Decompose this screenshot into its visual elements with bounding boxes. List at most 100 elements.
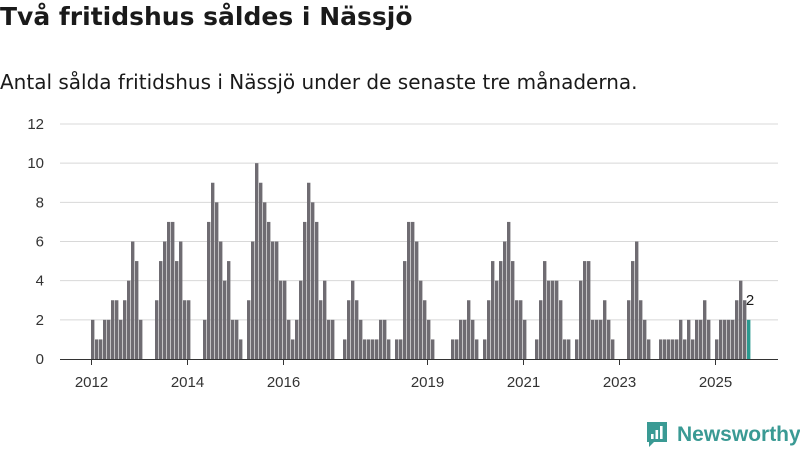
bar <box>715 339 719 359</box>
bar <box>675 339 679 359</box>
bar <box>351 280 355 359</box>
bar <box>587 261 591 359</box>
y-tick-label: 6 <box>36 234 44 251</box>
bar <box>535 339 539 359</box>
bar <box>639 300 643 359</box>
bar <box>707 319 711 359</box>
bar <box>91 319 95 359</box>
bar <box>223 280 227 359</box>
bar <box>283 280 287 359</box>
chart-subtitle: Antal sålda fritidshus i Nässjö under de… <box>0 70 638 94</box>
bar <box>431 339 435 359</box>
y-tick-label: 12 <box>27 116 44 133</box>
bar <box>451 339 455 359</box>
bar <box>211 182 215 359</box>
bar <box>399 339 403 359</box>
x-tick-label: 2016 <box>267 374 300 391</box>
bar <box>171 221 175 359</box>
bar <box>647 339 651 359</box>
bar <box>275 241 279 359</box>
bar <box>559 300 563 359</box>
x-axis: 2012 2014 2016 2019 2021 2023 2025 <box>60 359 778 391</box>
bar <box>523 319 527 359</box>
bar <box>379 319 383 359</box>
bar <box>187 300 191 359</box>
bar <box>599 319 603 359</box>
bar <box>471 319 475 359</box>
bar <box>503 241 507 359</box>
bar <box>343 339 347 359</box>
bar <box>567 339 571 359</box>
bar <box>687 319 691 359</box>
bar <box>607 319 611 359</box>
bar <box>519 300 523 359</box>
bar <box>555 280 559 359</box>
bar-series <box>91 163 751 359</box>
bar <box>355 300 359 359</box>
bar <box>119 319 123 359</box>
bar <box>547 280 551 359</box>
bar <box>743 300 747 359</box>
bar <box>627 300 631 359</box>
bar <box>155 300 159 359</box>
bar <box>695 319 699 359</box>
bar <box>507 221 511 359</box>
bar <box>659 339 663 359</box>
bar <box>487 300 491 359</box>
bar <box>631 261 635 359</box>
bar <box>103 319 107 359</box>
bar <box>727 319 731 359</box>
bar <box>367 339 371 359</box>
bar <box>347 300 351 359</box>
bar <box>95 339 99 359</box>
bar <box>235 319 239 359</box>
bar <box>667 339 671 359</box>
bar <box>643 319 647 359</box>
brand-name: Newsworthy <box>677 422 800 446</box>
bar <box>411 221 415 359</box>
bar <box>247 300 251 359</box>
bar <box>307 182 311 359</box>
bar <box>259 182 263 359</box>
bar <box>483 339 487 359</box>
bar <box>563 339 567 359</box>
bar <box>255 163 259 359</box>
bar <box>383 319 387 359</box>
bar <box>99 339 103 359</box>
bar <box>495 280 499 359</box>
bar <box>407 221 411 359</box>
bar <box>115 300 119 359</box>
bar <box>359 319 363 359</box>
bar <box>107 319 111 359</box>
bar <box>679 319 683 359</box>
bar <box>663 339 667 359</box>
bar <box>591 319 595 359</box>
bar <box>611 339 615 359</box>
bar <box>203 319 207 359</box>
bar <box>127 280 131 359</box>
x-tick-label: 2021 <box>507 374 540 391</box>
bar <box>219 241 223 359</box>
bar <box>475 339 479 359</box>
bar <box>291 339 295 359</box>
bar <box>491 261 495 359</box>
bar <box>331 319 335 359</box>
bar <box>207 221 211 359</box>
bar <box>163 241 167 359</box>
bar <box>463 319 467 359</box>
x-tick-label: 2025 <box>699 374 732 391</box>
bar <box>159 261 163 359</box>
bar <box>323 280 327 359</box>
bar <box>539 300 543 359</box>
bar <box>179 241 183 359</box>
bar <box>387 339 391 359</box>
bar <box>375 339 379 359</box>
bar <box>747 319 751 359</box>
bar <box>263 202 267 359</box>
bar <box>315 221 319 359</box>
bar <box>703 300 707 359</box>
bar <box>671 339 675 359</box>
y-tick-label: 0 <box>36 351 44 368</box>
bar <box>371 339 375 359</box>
bar <box>579 280 583 359</box>
